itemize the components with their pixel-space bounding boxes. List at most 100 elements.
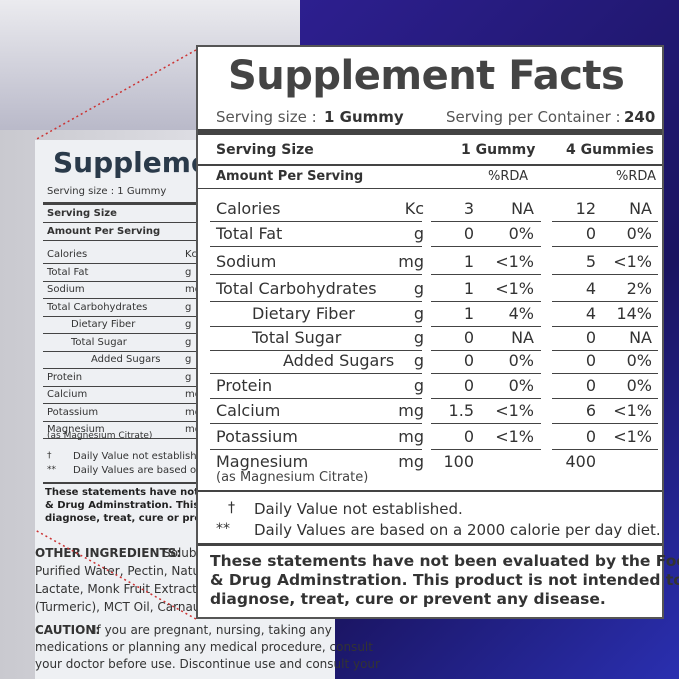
bg-caution-label: CAUTION:	[35, 623, 101, 637]
rda-1-gummy: NA	[511, 328, 534, 347]
bg-caution: If you are pregnant, nursing, taking any	[93, 623, 332, 637]
footnote-text: Daily Value not established.	[254, 500, 463, 518]
bg-caution: your doctor before use. Discontinue use …	[35, 657, 380, 671]
rule	[43, 333, 333, 334]
rule	[552, 373, 658, 374]
rule	[43, 368, 333, 369]
value-1-gummy: 0	[463, 351, 474, 370]
bg-row-unit: g	[185, 336, 192, 348]
nutrient-unit: mg	[398, 401, 424, 420]
rule	[210, 326, 422, 327]
rda-4-gummies: <1%	[613, 427, 652, 446]
serving-size-label: Serving size :	[216, 108, 317, 126]
bg-row-name: Added Sugars	[91, 354, 161, 365]
rda-4-gummies: 0%	[626, 351, 652, 370]
rule	[43, 315, 333, 317]
rda-1-gummy: <1%	[495, 252, 534, 271]
rda-4-gummies: 0%	[626, 376, 652, 395]
zoom-line	[34, 529, 197, 620]
bg-foot-sym: †	[47, 451, 52, 461]
header-rda2: %RDA	[616, 169, 657, 184]
bg-row-name: Dietary Fiber	[71, 319, 136, 330]
value-4-gummies: 0	[585, 351, 596, 370]
bg-ingredients: Lactate, Monk Fruit Extract, S	[35, 582, 213, 596]
footnote-text: Daily Values are based on a 2000 calorie…	[254, 521, 661, 539]
rule	[552, 274, 658, 275]
rule	[431, 449, 541, 450]
nutrient-unit: g	[413, 304, 424, 323]
rule	[210, 301, 422, 302]
bg-row-name: Calories	[47, 249, 88, 260]
rda-1-gummy: <1%	[495, 401, 534, 420]
nutrient-unit: g	[413, 376, 424, 395]
header-rda1: %RDA	[488, 169, 529, 184]
nutrient-name: Calories	[216, 199, 281, 218]
rule	[43, 350, 333, 352]
rule	[431, 398, 541, 399]
bg-row-name: Calcium	[47, 389, 88, 400]
bg-ingredients: (Turmeric), MCT Oil, Carnauba	[35, 600, 216, 614]
bg-ingredients: Purified Water, Pectin, Natural	[35, 564, 216, 578]
value-4-gummies: 0	[585, 328, 596, 347]
header-label: Amount Per Serving	[216, 169, 364, 184]
nutrient-unit: g	[413, 224, 424, 243]
nutrient-unit: mg	[398, 427, 424, 446]
servings: 240	[624, 108, 656, 126]
rda-1-gummy: 0%	[508, 224, 534, 243]
rule	[431, 246, 541, 247]
statement: diagnose, treat, cure or prevent any dis…	[210, 590, 606, 608]
bg-row-name: Sodium	[47, 284, 85, 295]
header-label: Serving Size	[216, 142, 314, 158]
rule	[552, 350, 658, 351]
rule	[431, 274, 541, 275]
rule	[210, 221, 422, 222]
rule	[210, 423, 422, 424]
value-4-gummies: 5	[585, 252, 596, 271]
rule	[43, 298, 333, 299]
value-4-gummies: 0	[585, 427, 596, 446]
bg-row-unit: g	[185, 371, 192, 383]
rule	[43, 438, 333, 439]
rule	[431, 326, 541, 327]
bg-row-unit: mg	[185, 406, 202, 418]
value-1-gummy: 0	[463, 328, 474, 347]
zoom-line	[34, 49, 197, 141]
bg-statement: diagnose, treat, cure or prev	[45, 513, 208, 524]
rda-4-gummies: 0%	[626, 224, 652, 243]
rule	[198, 129, 662, 135]
rda-4-gummies: 14%	[616, 304, 652, 323]
nutrient-name: Dietary Fiber	[252, 304, 355, 323]
value-1-gummy: 1	[463, 304, 474, 323]
rule	[43, 385, 333, 387]
rule	[43, 280, 333, 282]
bg-statement: These statements have not	[45, 487, 199, 498]
bg-row-unit: mg	[185, 389, 202, 400]
rda-4-gummies: NA	[629, 328, 652, 347]
value-4-gummies: 0	[585, 224, 596, 243]
footnote-symbol: **	[216, 521, 230, 537]
bg-row-name: Amount Per Serving	[47, 225, 161, 237]
bg-foot-sym: **	[47, 465, 56, 475]
rule	[43, 222, 333, 223]
rule	[552, 449, 658, 450]
title: Supplement Facts	[228, 53, 625, 99]
rule	[198, 490, 662, 492]
bg-row-name: Magnesium	[47, 424, 105, 435]
bg-row-unit: g	[185, 266, 192, 278]
value-1-gummy: 0	[463, 224, 474, 243]
rule	[552, 423, 658, 424]
bg-statement: & Drug Adminstration. This p	[45, 500, 210, 511]
nutrient-name: Total Carbohydrates	[216, 279, 377, 298]
rda-1-gummy: <1%	[495, 427, 534, 446]
bg-row-name: Protein	[47, 371, 83, 383]
nutrient-name: Protein	[216, 376, 273, 395]
rule	[210, 373, 422, 374]
bg-row-unit: mg	[185, 424, 202, 435]
rda-1-gummy: 0%	[508, 351, 534, 370]
value-1-gummy: 3	[463, 199, 474, 218]
value-4-gummies: 6	[585, 401, 596, 420]
value-4-gummies: 0	[585, 376, 596, 395]
bg-row-unit: g	[185, 319, 192, 330]
statement: & Drug Adminstration. This product is no…	[210, 571, 679, 589]
